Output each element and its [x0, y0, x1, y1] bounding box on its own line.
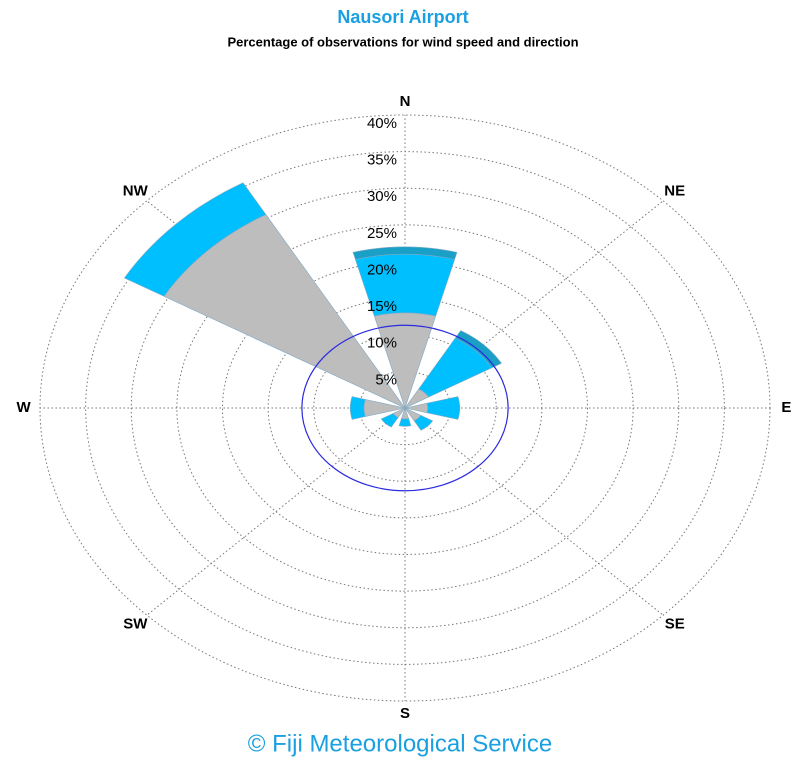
direction-label: N	[400, 93, 411, 110]
chart-subtitle: Percentage of observations for wind spee…	[227, 34, 578, 49]
sector	[352, 246, 458, 260]
r-tick-label: 10%	[367, 335, 397, 352]
sector	[124, 182, 267, 297]
direction-label: S	[400, 705, 410, 722]
grid-ring	[130, 187, 680, 629]
sector	[380, 413, 399, 428]
r-tick-label: 15%	[367, 298, 397, 315]
r-tick-label: 30%	[367, 188, 397, 205]
r-tick-label: 40%	[367, 115, 397, 132]
r-tick-label: 5%	[375, 371, 397, 388]
sector	[426, 396, 461, 420]
calm-circle	[301, 324, 509, 492]
r-tick-label: 20%	[367, 261, 397, 278]
direction-label: E	[781, 399, 791, 416]
spoke	[404, 407, 664, 616]
sectors	[124, 182, 502, 431]
spoke	[146, 407, 406, 616]
direction-label: W	[16, 399, 31, 416]
footer: © Fiji Meteorological Service	[248, 730, 552, 757]
r-tick-label: 35%	[367, 152, 397, 169]
direction-label: SW	[123, 615, 148, 632]
chart-title: Nausori Airport	[337, 7, 468, 27]
spoke	[404, 200, 664, 409]
direction-label: NE	[664, 182, 685, 199]
r-tick-label: 25%	[367, 225, 397, 242]
sector	[349, 396, 366, 420]
direction-label: SE	[665, 615, 685, 632]
direction-label: NW	[123, 182, 149, 199]
sector	[398, 418, 412, 427]
sector	[413, 414, 434, 431]
